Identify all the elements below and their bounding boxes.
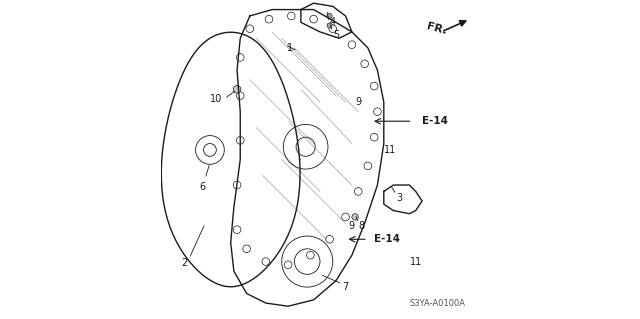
Circle shape [327,13,332,19]
Circle shape [352,214,358,220]
Text: 9: 9 [355,97,362,107]
Text: 9: 9 [349,221,355,232]
Text: 2: 2 [181,258,188,268]
Text: 3: 3 [397,193,403,203]
Text: 11: 11 [384,145,396,155]
Text: E-14: E-14 [374,234,400,244]
Text: 5: 5 [333,30,339,40]
Text: 8: 8 [358,221,365,232]
Text: E-14: E-14 [422,116,448,126]
Text: 11: 11 [410,256,422,267]
Circle shape [327,23,332,28]
Text: FR.: FR. [425,21,447,36]
Text: 4: 4 [330,17,336,27]
Text: S3YA-A0100A: S3YA-A0100A [410,299,465,308]
Text: 10: 10 [210,94,223,104]
Text: 7: 7 [342,282,349,292]
Text: 6: 6 [199,182,205,192]
Circle shape [233,85,241,93]
Text: 1: 1 [287,43,292,53]
